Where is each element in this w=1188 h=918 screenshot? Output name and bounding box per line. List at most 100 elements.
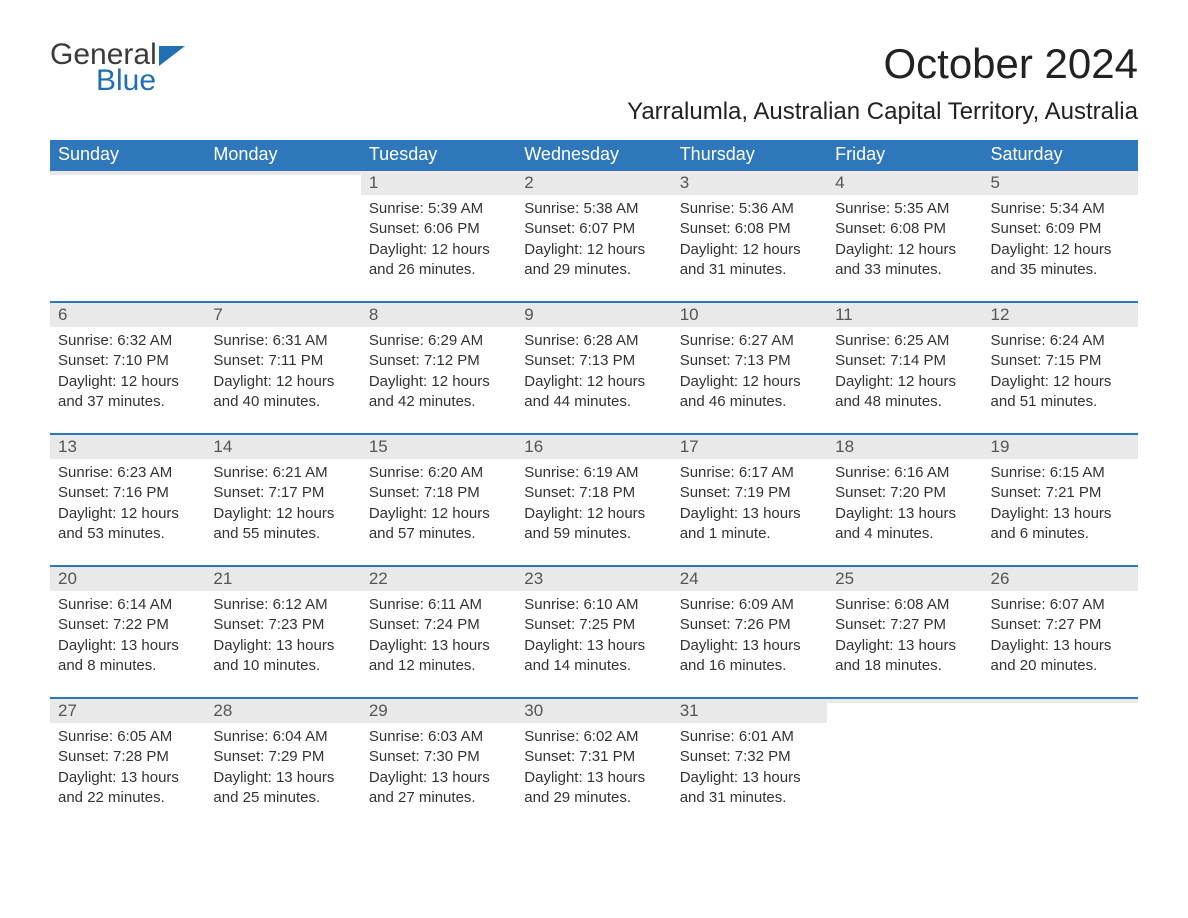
daynum-row: 22 bbox=[361, 567, 516, 591]
day-number bbox=[50, 171, 205, 175]
sunset-text: Sunset: 7:18 PM bbox=[369, 483, 508, 503]
cell-body: Sunrise: 5:38 AMSunset: 6:07 PMDaylight:… bbox=[516, 195, 671, 280]
sunrise-text: Sunrise: 6:09 AM bbox=[680, 595, 819, 615]
cell-body: Sunrise: 6:11 AMSunset: 7:24 PMDaylight:… bbox=[361, 591, 516, 676]
week-row: 6Sunrise: 6:32 AMSunset: 7:10 PMDaylight… bbox=[50, 301, 1138, 433]
calendar-cell: 21Sunrise: 6:12 AMSunset: 7:23 PMDayligh… bbox=[205, 567, 360, 697]
calendar-cell bbox=[50, 171, 205, 301]
daynum-row bbox=[827, 699, 982, 703]
sunrise-text: Sunrise: 6:01 AM bbox=[680, 727, 819, 747]
cell-body: Sunrise: 6:16 AMSunset: 7:20 PMDaylight:… bbox=[827, 459, 982, 544]
cell-body: Sunrise: 6:10 AMSunset: 7:25 PMDaylight:… bbox=[516, 591, 671, 676]
day-number: 29 bbox=[361, 699, 516, 723]
brand-logo: General Blue bbox=[50, 40, 185, 96]
daylight-text: Daylight: 12 hours and 57 minutes. bbox=[369, 504, 508, 545]
daylight-text: Daylight: 13 hours and 29 minutes. bbox=[524, 768, 663, 809]
sunset-text: Sunset: 7:24 PM bbox=[369, 615, 508, 635]
sunset-text: Sunset: 7:14 PM bbox=[835, 351, 974, 371]
daynum-row: 4 bbox=[827, 171, 982, 195]
day-number: 21 bbox=[205, 567, 360, 591]
calendar-cell: 7Sunrise: 6:31 AMSunset: 7:11 PMDaylight… bbox=[205, 303, 360, 433]
sunrise-text: Sunrise: 6:14 AM bbox=[58, 595, 197, 615]
sunrise-text: Sunrise: 6:02 AM bbox=[524, 727, 663, 747]
day-number: 27 bbox=[50, 699, 205, 723]
daynum-row: 10 bbox=[672, 303, 827, 327]
daynum-row: 26 bbox=[983, 567, 1138, 591]
sunrise-text: Sunrise: 6:20 AM bbox=[369, 463, 508, 483]
daynum-row: 21 bbox=[205, 567, 360, 591]
sunrise-text: Sunrise: 5:39 AM bbox=[369, 199, 508, 219]
calendar-cell: 29Sunrise: 6:03 AMSunset: 7:30 PMDayligh… bbox=[361, 699, 516, 829]
day-number: 11 bbox=[827, 303, 982, 327]
daylight-text: Daylight: 12 hours and 46 minutes. bbox=[680, 372, 819, 413]
sunrise-text: Sunrise: 6:15 AM bbox=[991, 463, 1130, 483]
sunset-text: Sunset: 6:06 PM bbox=[369, 219, 508, 239]
sunrise-text: Sunrise: 6:19 AM bbox=[524, 463, 663, 483]
cell-body: Sunrise: 6:02 AMSunset: 7:31 PMDaylight:… bbox=[516, 723, 671, 808]
daylight-text: Daylight: 12 hours and 26 minutes. bbox=[369, 240, 508, 281]
sunset-text: Sunset: 6:08 PM bbox=[680, 219, 819, 239]
cell-body: Sunrise: 6:07 AMSunset: 7:27 PMDaylight:… bbox=[983, 591, 1138, 676]
cell-body: Sunrise: 6:32 AMSunset: 7:10 PMDaylight:… bbox=[50, 327, 205, 412]
calendar-cell: 23Sunrise: 6:10 AMSunset: 7:25 PMDayligh… bbox=[516, 567, 671, 697]
daylight-text: Daylight: 13 hours and 12 minutes. bbox=[369, 636, 508, 677]
sunset-text: Sunset: 7:26 PM bbox=[680, 615, 819, 635]
sunset-text: Sunset: 7:20 PM bbox=[835, 483, 974, 503]
day-number bbox=[827, 699, 982, 703]
sunset-text: Sunset: 7:12 PM bbox=[369, 351, 508, 371]
cell-body: Sunrise: 6:25 AMSunset: 7:14 PMDaylight:… bbox=[827, 327, 982, 412]
sunrise-text: Sunrise: 6:03 AM bbox=[369, 727, 508, 747]
daynum-row: 7 bbox=[205, 303, 360, 327]
day-number: 31 bbox=[672, 699, 827, 723]
weeks-container: 1Sunrise: 5:39 AMSunset: 6:06 PMDaylight… bbox=[50, 169, 1138, 829]
day-number: 4 bbox=[827, 171, 982, 195]
calendar-cell: 6Sunrise: 6:32 AMSunset: 7:10 PMDaylight… bbox=[50, 303, 205, 433]
calendar-cell: 2Sunrise: 5:38 AMSunset: 6:07 PMDaylight… bbox=[516, 171, 671, 301]
cell-body: Sunrise: 6:14 AMSunset: 7:22 PMDaylight:… bbox=[50, 591, 205, 676]
cell-body: Sunrise: 6:09 AMSunset: 7:26 PMDaylight:… bbox=[672, 591, 827, 676]
day-number: 17 bbox=[672, 435, 827, 459]
calendar-cell: 20Sunrise: 6:14 AMSunset: 7:22 PMDayligh… bbox=[50, 567, 205, 697]
daylight-text: Daylight: 13 hours and 20 minutes. bbox=[991, 636, 1130, 677]
sunrise-text: Sunrise: 6:24 AM bbox=[991, 331, 1130, 351]
day-number: 15 bbox=[361, 435, 516, 459]
sunset-text: Sunset: 7:16 PM bbox=[58, 483, 197, 503]
daynum-row: 28 bbox=[205, 699, 360, 723]
cell-body: Sunrise: 6:08 AMSunset: 7:27 PMDaylight:… bbox=[827, 591, 982, 676]
page-header: General Blue October 2024 Yarralumla, Au… bbox=[50, 40, 1138, 126]
sunrise-text: Sunrise: 6:17 AM bbox=[680, 463, 819, 483]
sunrise-text: Sunrise: 6:05 AM bbox=[58, 727, 197, 747]
calendar-cell: 24Sunrise: 6:09 AMSunset: 7:26 PMDayligh… bbox=[672, 567, 827, 697]
sunset-text: Sunset: 7:25 PM bbox=[524, 615, 663, 635]
calendar-cell: 17Sunrise: 6:17 AMSunset: 7:19 PMDayligh… bbox=[672, 435, 827, 565]
sunset-text: Sunset: 7:30 PM bbox=[369, 747, 508, 767]
day-number: 6 bbox=[50, 303, 205, 327]
daynum-row bbox=[205, 171, 360, 175]
daynum-row: 6 bbox=[50, 303, 205, 327]
daylight-text: Daylight: 13 hours and 22 minutes. bbox=[58, 768, 197, 809]
daylight-text: Daylight: 12 hours and 40 minutes. bbox=[213, 372, 352, 413]
sunrise-text: Sunrise: 6:12 AM bbox=[213, 595, 352, 615]
dayhead-sat: Saturday bbox=[983, 140, 1138, 169]
cell-body: Sunrise: 5:39 AMSunset: 6:06 PMDaylight:… bbox=[361, 195, 516, 280]
calendar-cell: 26Sunrise: 6:07 AMSunset: 7:27 PMDayligh… bbox=[983, 567, 1138, 697]
day-number: 2 bbox=[516, 171, 671, 195]
calendar-cell: 31Sunrise: 6:01 AMSunset: 7:32 PMDayligh… bbox=[672, 699, 827, 829]
sunset-text: Sunset: 7:18 PM bbox=[524, 483, 663, 503]
daylight-text: Daylight: 12 hours and 29 minutes. bbox=[524, 240, 663, 281]
day-number: 5 bbox=[983, 171, 1138, 195]
cell-body: Sunrise: 6:17 AMSunset: 7:19 PMDaylight:… bbox=[672, 459, 827, 544]
sunset-text: Sunset: 7:28 PM bbox=[58, 747, 197, 767]
cell-body: Sunrise: 6:03 AMSunset: 7:30 PMDaylight:… bbox=[361, 723, 516, 808]
day-number bbox=[205, 171, 360, 175]
brand-flag-icon bbox=[159, 46, 185, 66]
calendar-cell: 5Sunrise: 5:34 AMSunset: 6:09 PMDaylight… bbox=[983, 171, 1138, 301]
calendar-cell bbox=[983, 699, 1138, 829]
daylight-text: Daylight: 12 hours and 42 minutes. bbox=[369, 372, 508, 413]
daylight-text: Daylight: 12 hours and 33 minutes. bbox=[835, 240, 974, 281]
day-number: 24 bbox=[672, 567, 827, 591]
sunset-text: Sunset: 7:21 PM bbox=[991, 483, 1130, 503]
daynum-row: 25 bbox=[827, 567, 982, 591]
day-number: 14 bbox=[205, 435, 360, 459]
calendar-cell: 13Sunrise: 6:23 AMSunset: 7:16 PMDayligh… bbox=[50, 435, 205, 565]
